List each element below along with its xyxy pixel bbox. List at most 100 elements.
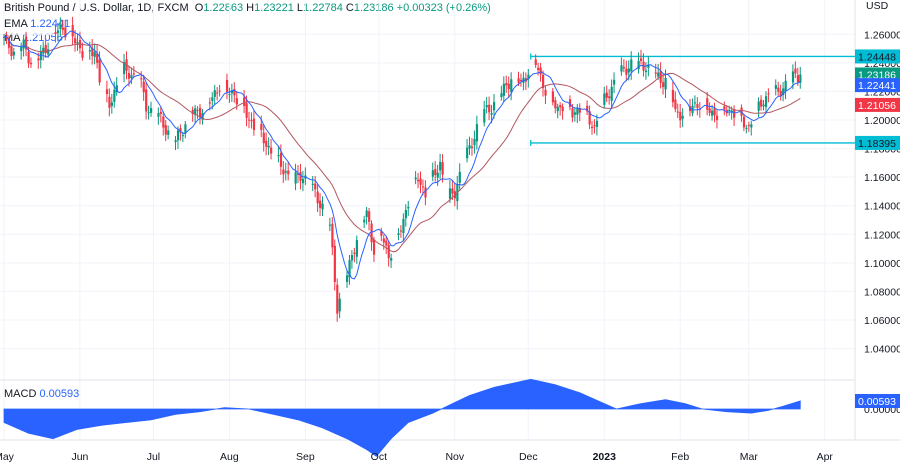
- ema-line: [3, 30, 801, 280]
- candle-body: [610, 86, 613, 101]
- candle-body: [593, 125, 596, 127]
- candle-body: [671, 89, 675, 103]
- candle-body: [380, 231, 383, 236]
- price-tick-label: 1.14000: [864, 201, 900, 213]
- candle-body: [301, 179, 305, 184]
- price-tag-label: 1.21056: [858, 100, 896, 112]
- candle-body: [485, 105, 488, 108]
- candle-body: [213, 90, 216, 97]
- candle-body: [760, 99, 763, 107]
- candle-body: [757, 101, 760, 111]
- candle-body: [267, 145, 270, 148]
- price-tick-label: 1.16000: [864, 172, 900, 184]
- candle-body: [762, 104, 765, 107]
- ma-line: [3, 35, 801, 253]
- candle-body: [637, 60, 640, 70]
- candle-body: [110, 102, 113, 106]
- price-tick-label: 1.06000: [864, 315, 900, 327]
- candle-body: [490, 113, 493, 115]
- candle-body: [355, 240, 358, 257]
- close-value: 1.23186: [353, 2, 394, 14]
- candle-body: [625, 68, 628, 75]
- candle-body: [277, 155, 280, 157]
- candle-body: [554, 100, 557, 109]
- candle-body: [252, 118, 256, 131]
- candle-body: [176, 130, 180, 141]
- price-tag: [855, 78, 900, 93]
- candle-body: [314, 183, 317, 190]
- candle-body: [799, 74, 802, 83]
- price-tag: [855, 67, 900, 82]
- candle-body: [22, 39, 25, 49]
- candle-body: [321, 203, 324, 210]
- candle-body: [174, 140, 177, 143]
- candle-body: [164, 125, 167, 135]
- symbol-title[interactable]: British Pound / U.S. Dollar, 1D, FXCM: [4, 2, 189, 14]
- price-tags: 1.244481.231861.224411.210561.183950.005…: [855, 49, 900, 408]
- candle-body: [458, 171, 461, 183]
- candle-body: [216, 92, 219, 94]
- candle-body: [640, 58, 643, 61]
- time-tick-label: Jun: [71, 451, 88, 463]
- price-tag-label: 1.18395: [858, 138, 896, 150]
- candle-body: [436, 172, 439, 178]
- candle-body: [779, 90, 782, 97]
- candle-body: [96, 53, 99, 63]
- candle-body: [98, 59, 101, 83]
- candle-body: [571, 108, 574, 118]
- candle-body: [517, 78, 520, 83]
- candle-body: [211, 97, 214, 101]
- candle-body: [365, 210, 368, 218]
- time-tick-label: Jul: [147, 451, 160, 463]
- candle-body: [284, 171, 287, 173]
- candle-body: [61, 27, 64, 30]
- candle-body: [627, 68, 630, 73]
- candle-body: [728, 109, 731, 111]
- candle-body: [265, 140, 268, 147]
- candle-body: [243, 97, 246, 106]
- candle-body: [539, 67, 542, 75]
- range-lines: [530, 53, 855, 146]
- candle-body: [47, 49, 50, 55]
- candle-body: [123, 61, 126, 75]
- candle-body: [713, 108, 716, 116]
- price-tick-label: 1.10000: [864, 258, 900, 270]
- time-tick-label: Aug: [220, 451, 239, 463]
- candle-body: [363, 219, 366, 223]
- candle-body: [644, 70, 648, 73]
- candle-body: [199, 107, 202, 118]
- candle-body: [711, 110, 714, 116]
- candle-body: [248, 119, 251, 121]
- price-tag-label: 1.24448: [858, 51, 896, 63]
- candle-body: [319, 200, 322, 208]
- macd-tag-label: 0.00593: [858, 396, 896, 408]
- macd-tag: [855, 393, 900, 408]
- macd-legend[interactable]: MACD 0.00593: [4, 388, 80, 400]
- candle-body: [382, 238, 385, 243]
- time-tick-label: Sep: [296, 451, 315, 463]
- candle-body: [64, 27, 67, 38]
- candle-body: [132, 73, 136, 75]
- candle-body: [483, 109, 486, 123]
- low-value: 1.22784: [303, 2, 343, 14]
- time-tick-label: Feb: [671, 451, 689, 463]
- candle-body: [54, 32, 57, 34]
- candle-body: [282, 169, 285, 175]
- candle-body: [348, 260, 351, 278]
- candle-body: [370, 223, 373, 243]
- candle-body: [559, 105, 562, 108]
- candle-body: [502, 83, 505, 96]
- candle-body: [542, 74, 545, 89]
- price-tick-label: 1.26000: [864, 29, 900, 41]
- candle-body: [448, 188, 452, 199]
- candle-body: [519, 79, 523, 82]
- candle-body: [576, 108, 579, 115]
- candle-body: [184, 124, 187, 134]
- candle-body: [706, 98, 709, 110]
- macd-area: [3, 378, 801, 457]
- candle-body: [179, 128, 182, 133]
- candle-body: [605, 92, 608, 98]
- candle-body: [689, 106, 692, 112]
